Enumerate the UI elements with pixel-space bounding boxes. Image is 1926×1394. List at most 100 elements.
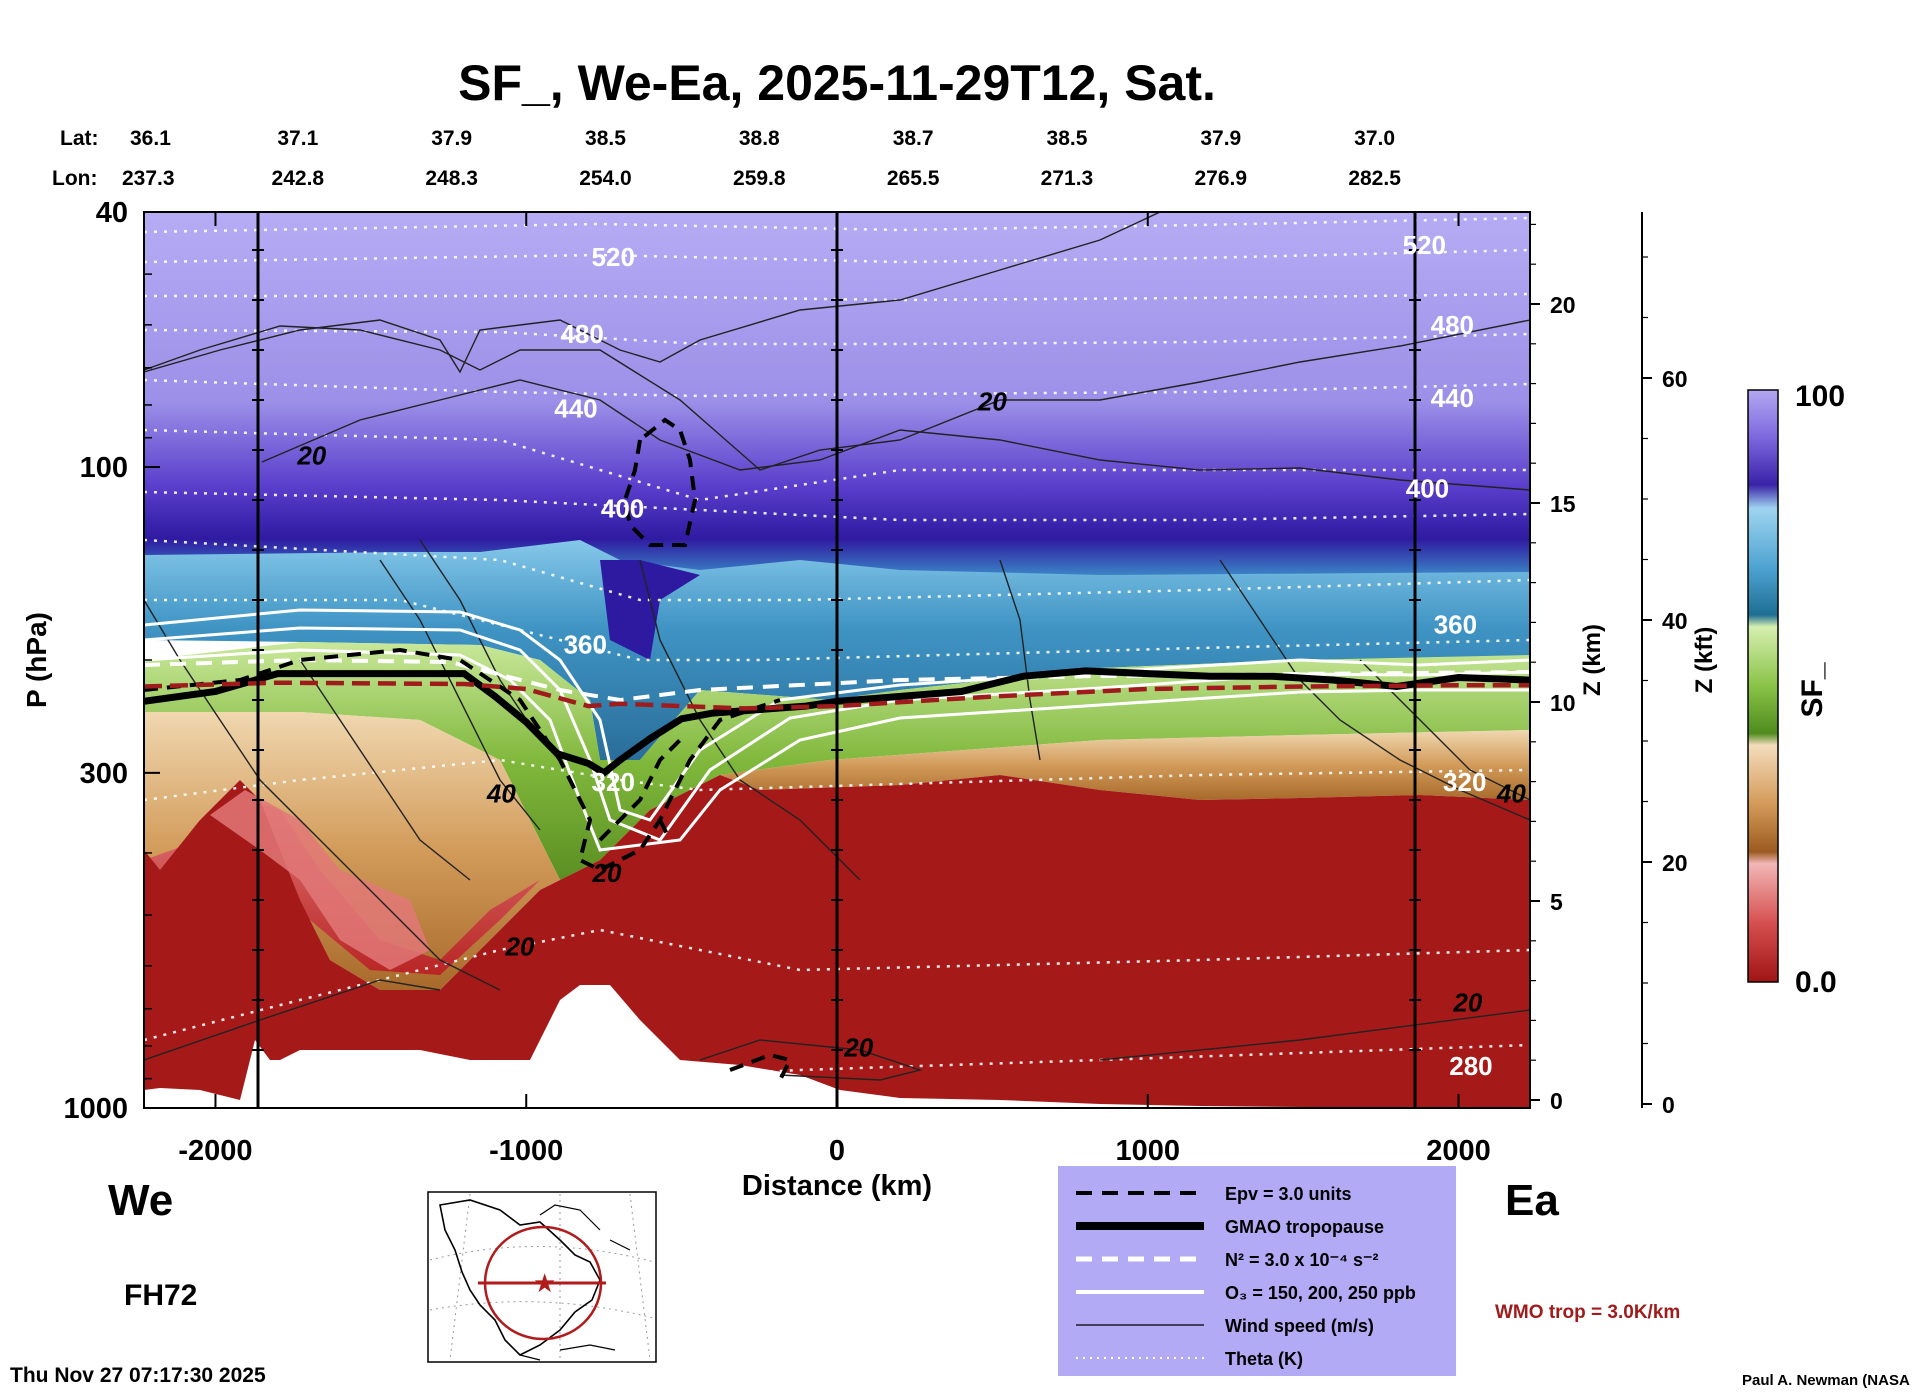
wind-speed-contours (144, 212, 1530, 1081)
station-lon: 242.8 (272, 167, 325, 190)
station-lat: 38.5 (1047, 127, 1088, 150)
station-lat: 37.1 (277, 127, 318, 150)
theta-contours (144, 216, 1530, 1082)
station-lat: 37.9 (1200, 127, 1241, 150)
chart-title: SF_, We-Ea, 2025-11-29T12, Sat. (458, 55, 1216, 111)
theta-label: 440 (1431, 383, 1474, 413)
theta-label: 400 (1406, 473, 1449, 503)
wind-labels: 20 20 40 40 20 20 20 20 (296, 386, 1526, 1062)
legend-label: Epv = 3.0 units (1225, 1184, 1352, 1204)
wind-label: 20 (843, 1033, 873, 1063)
section-lines (256, 212, 1417, 1108)
z-kft-tick-label: 40 (1662, 608, 1688, 634)
z-kft-tick-label: 60 (1662, 366, 1688, 392)
station-coordinates: Lat: Lon: 36.1 237.3 37.1 242.8 37.9 248.3 38.5 2… (52, 127, 1401, 190)
z-km-tick-label: 15 (1550, 491, 1576, 517)
legend-label: N² = 3.0 x 10⁻⁴ s⁻² (1225, 1250, 1378, 1270)
author-credit: Paul A. Newman (NASA (1742, 1372, 1910, 1389)
lon-row-label: Lon: (52, 167, 97, 190)
station-lat: 36.1 (130, 127, 171, 150)
station-lat: 37.9 (431, 127, 472, 150)
station-lon: 237.3 (122, 167, 175, 190)
y-axis-label: P (hPa) (21, 612, 52, 708)
legend: Epv = 3.0 units GMAO tropopause N² = 3.0 x… (1058, 1166, 1456, 1376)
z-km-axis-label: Z (km) (1579, 624, 1606, 696)
theta-label: 480 (560, 319, 603, 349)
station-lon: 259.8 (733, 167, 786, 190)
pink-core (210, 790, 430, 970)
theta-label: 480 (1431, 310, 1474, 340)
wind-label: 20 (1452, 988, 1482, 1018)
colorbar-label: SF_ (1796, 662, 1829, 717)
station-lon: 248.3 (425, 167, 478, 190)
z-km-tick-label: 20 (1550, 292, 1576, 318)
theta-label: 320 (1443, 767, 1486, 797)
theta-label: 520 (592, 242, 635, 272)
x-axis-label: Distance (km) (742, 1170, 932, 1202)
z-kft-axis: 0 20 40 60 (1641, 212, 1688, 1118)
west-label: We (108, 1176, 173, 1225)
n2-line (144, 657, 1530, 703)
epv-contours (144, 417, 793, 1081)
theta-label: 360 (1434, 609, 1477, 639)
theta-labels: 520 520 480 480 440 440 400 400 360 360 320 320 280 (554, 230, 1492, 1081)
dark-blue-intrusion (600, 560, 700, 660)
station-lon: 282.5 (1348, 167, 1401, 190)
wind-label: 40 (486, 778, 516, 808)
east-label: Ea (1505, 1176, 1559, 1225)
y-tick-label: 300 (80, 758, 128, 790)
x-tick-label: -2000 (178, 1135, 252, 1167)
station-lat: 38.7 (893, 127, 934, 150)
theta-label: 520 (1403, 230, 1446, 260)
tan-band (144, 712, 560, 990)
x-tick-label: -1000 (489, 1135, 563, 1167)
wind-label: 20 (505, 932, 535, 962)
tan-band-east (720, 730, 1530, 800)
station-lon: 276.9 (1195, 167, 1248, 190)
station-lat: 38.8 (739, 127, 780, 150)
map-center-star-icon: ★ (533, 1269, 556, 1299)
z-kft-tick-label: 20 (1662, 850, 1688, 876)
colorbar (1747, 389, 1779, 983)
y-tick-label: 40 (96, 197, 128, 229)
terrain (144, 985, 1530, 1108)
x-tick-label: 0 (829, 1135, 845, 1167)
z-kft-axis-label: Z (kft) (1691, 627, 1718, 694)
z-km-tick-label: 5 (1550, 889, 1563, 915)
theta-label: 440 (554, 393, 597, 423)
legend-label: Theta (K) (1225, 1349, 1303, 1369)
theta-label: 400 (601, 493, 644, 523)
location-map: ★ (427, 1191, 657, 1363)
legend-label: O₃ = 150, 200, 250 ppb (1225, 1283, 1416, 1303)
wind-label: 20 (296, 441, 326, 471)
station-lat: 38.5 (585, 127, 626, 150)
forecast-hour-label: FH72 (124, 1279, 197, 1312)
theta-label: 280 (1449, 1051, 1492, 1081)
colorbar-min-label: 0.0 (1795, 966, 1837, 999)
wind-label: 20 (592, 858, 622, 888)
z-km-axis: 0 5 10 15 20 (1529, 212, 1576, 1114)
section-line-ticks (252, 249, 1421, 1051)
legend-label: Wind speed (m/s) (1225, 1316, 1374, 1336)
wind-label: 20 (977, 386, 1007, 416)
lat-row-label: Lat: (60, 127, 99, 150)
y-tick-label: 100 (80, 452, 128, 484)
z-km-tick-label: 10 (1550, 690, 1576, 716)
theta-label: 360 (564, 629, 607, 659)
gmao-tropopause-line (144, 667, 1530, 778)
wmo-note: WMO trop = 3.0K/km (1495, 1302, 1680, 1323)
y-axis: 40 100 300 1000 (63, 197, 160, 1125)
timestamp: Thu Nov 27 07:17:30 2025 (10, 1364, 266, 1387)
colorbar-max-label: 100 (1795, 380, 1845, 413)
station-lon: 265.5 (887, 167, 940, 190)
z-kft-tick-label: 0 (1662, 1092, 1675, 1118)
north-america-outline (439, 1199, 601, 1356)
y-tick-label: 1000 (63, 1093, 128, 1125)
z-km-tick-label: 0 (1550, 1088, 1563, 1114)
x-tick-label: 2000 (1426, 1135, 1491, 1167)
x-tick-label: 1000 (1116, 1135, 1181, 1167)
station-lon: 254.0 (579, 167, 632, 190)
wind-label: 40 (1496, 778, 1526, 808)
x-axis: -2000 -1000 0 1000 2000 (178, 212, 1491, 1167)
